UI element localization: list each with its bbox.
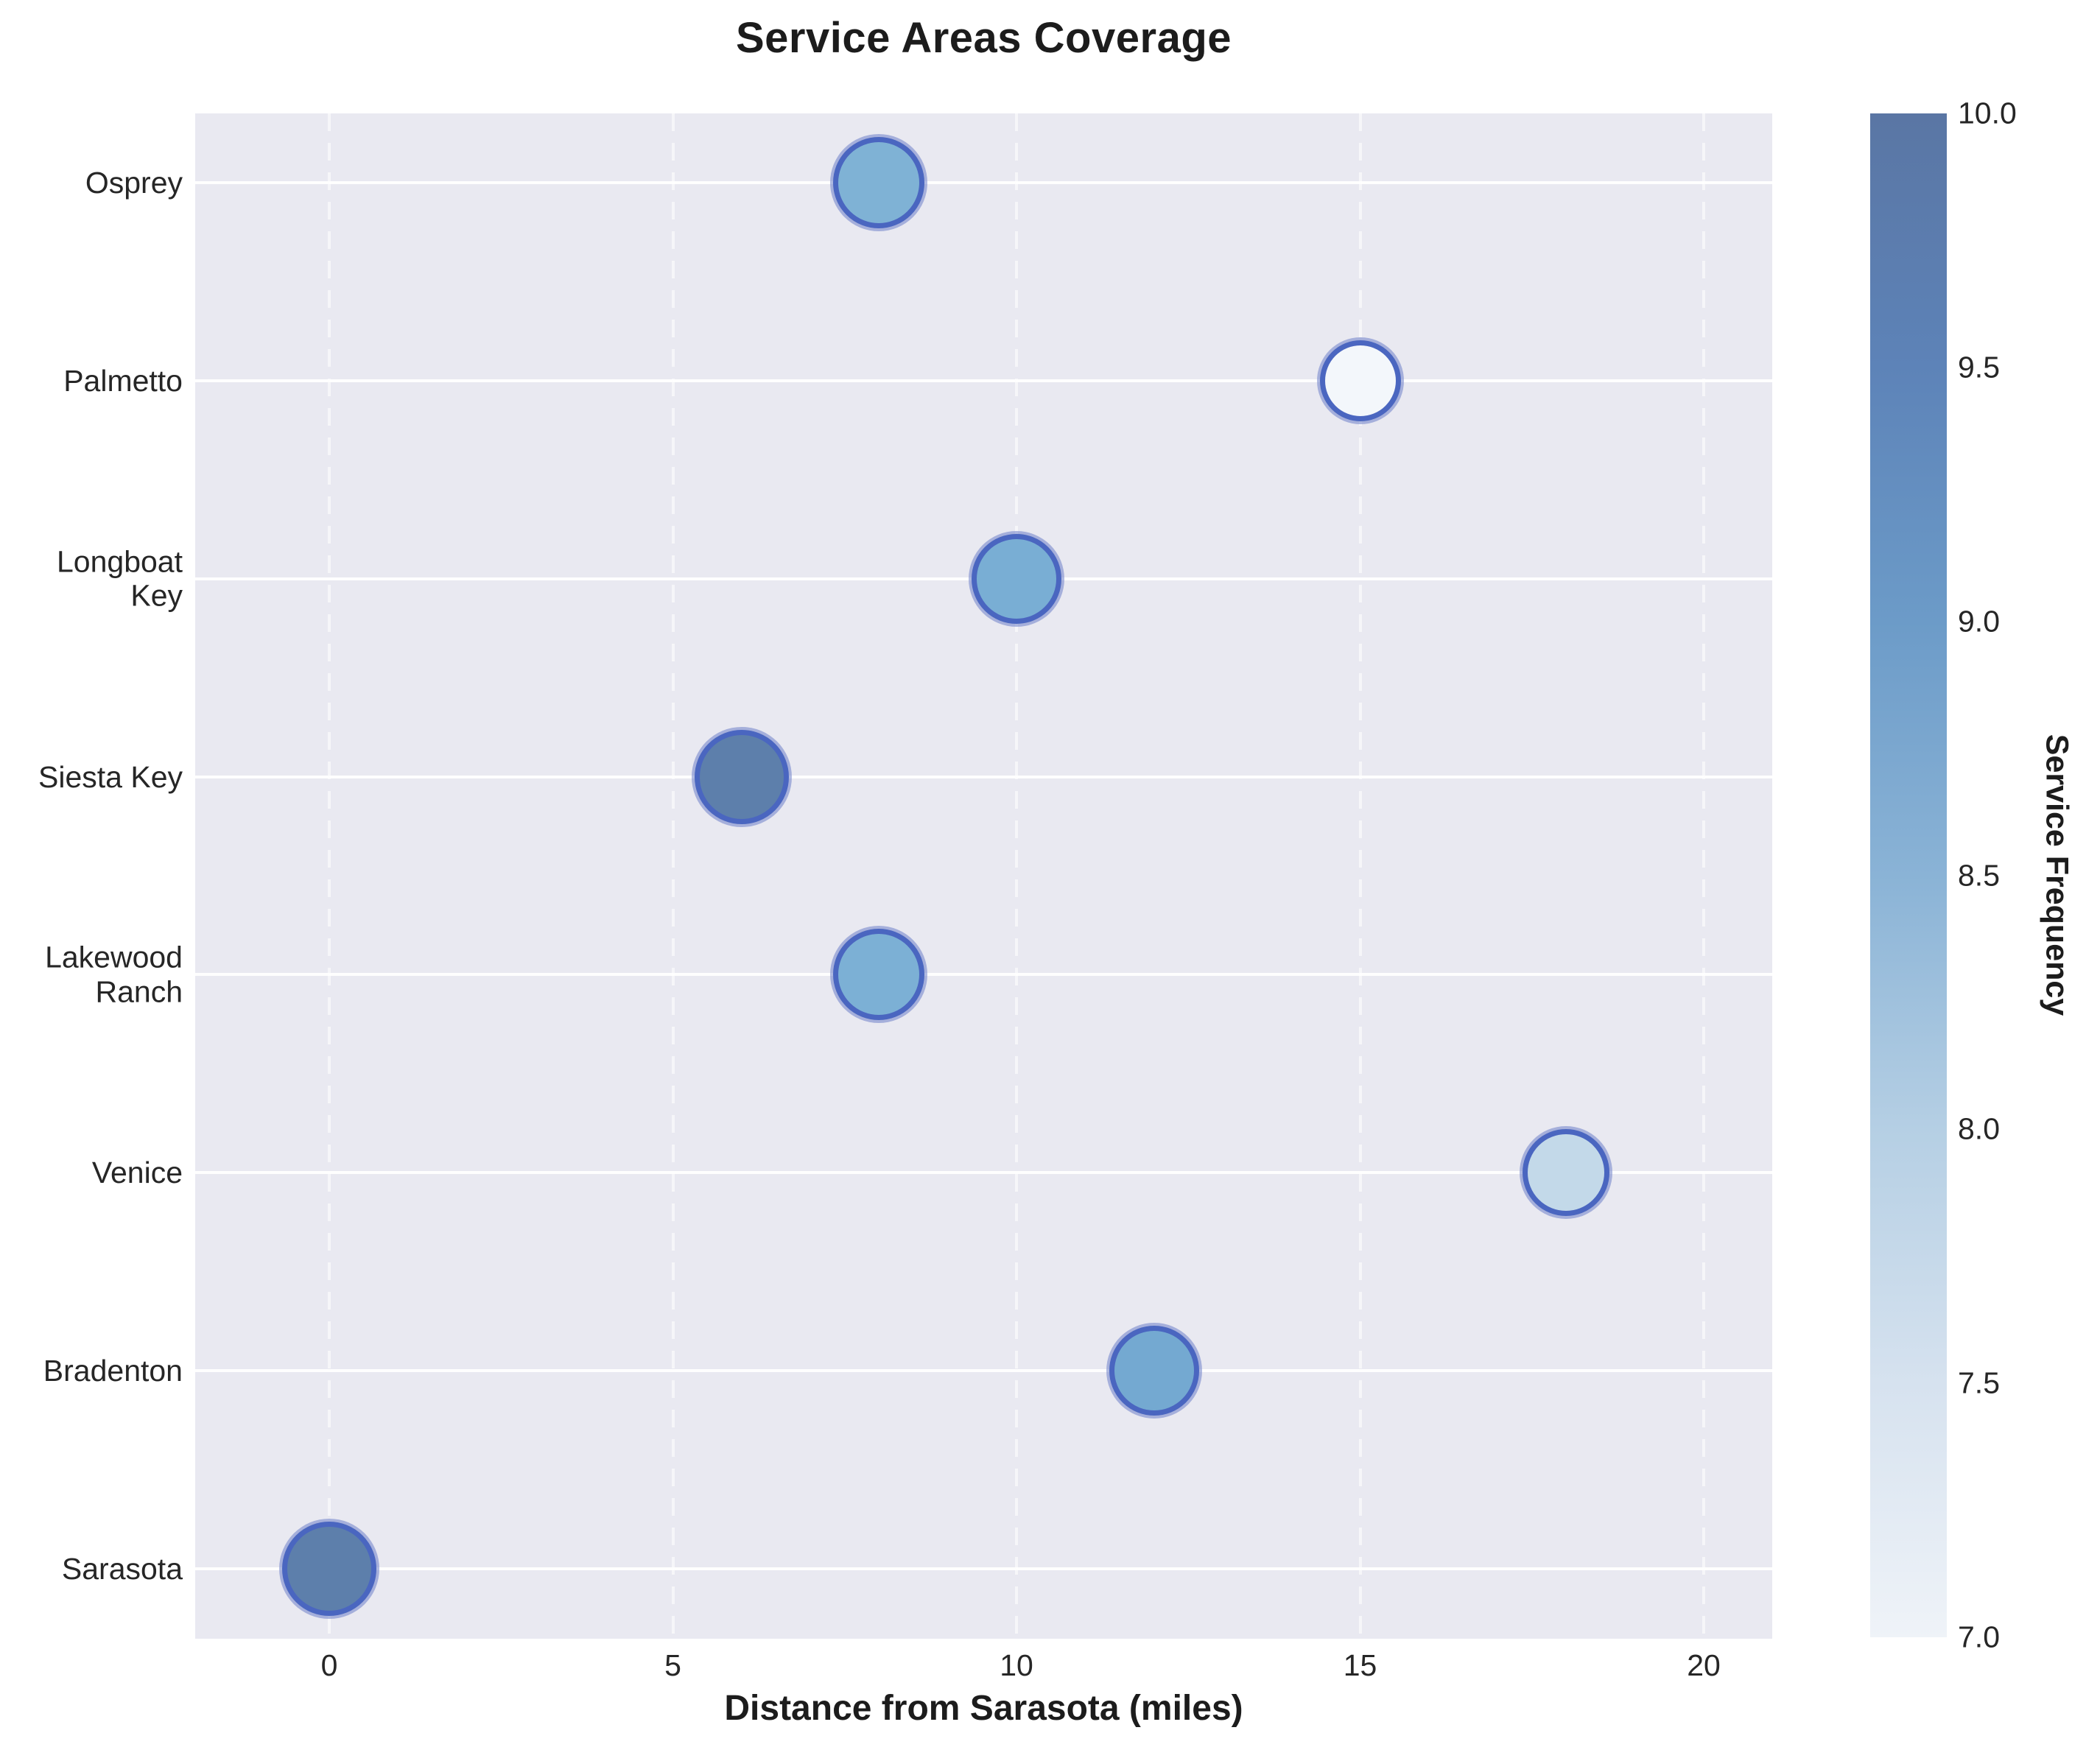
colorbar-tick-label: 8.5 — [1958, 858, 2000, 892]
gridline-vertical — [1358, 113, 1362, 1639]
bubble-longboat-key — [972, 533, 1061, 624]
bubble-sarasota — [282, 1521, 376, 1616]
chart-title: Service Areas Coverage — [735, 14, 1232, 62]
y-tick-label: Siesta Key — [38, 759, 183, 794]
colorbar-tick-label: 7.0 — [1958, 1620, 2000, 1654]
y-tick-label: Osprey — [85, 165, 183, 200]
y-tick-label: Palmetto — [63, 363, 183, 398]
gridline-horizontal — [195, 775, 1772, 778]
gridline-vertical — [1702, 113, 1705, 1639]
x-tick-label: 5 — [664, 1648, 681, 1682]
colorbar-label: Service Frequency — [2039, 734, 2075, 1016]
x-tick-label: 0 — [320, 1648, 338, 1682]
bubble-bradenton — [1109, 1326, 1199, 1416]
x-tick-label: 10 — [1000, 1648, 1033, 1682]
colorbar-tick-label: 7.5 — [1958, 1365, 2000, 1400]
bubble-venice — [1523, 1129, 1610, 1217]
y-tick-label: Lakewood Ranch — [45, 941, 183, 1009]
gridline-horizontal — [195, 1171, 1772, 1175]
gridline-vertical — [1015, 113, 1018, 1639]
x-axis-title: Distance from Sarasota (miles) — [724, 1689, 1243, 1728]
bubble-osprey — [833, 137, 925, 228]
bubble-palmetto — [1319, 340, 1401, 421]
bubble-lakewood-ranch — [833, 929, 925, 1021]
x-tick-label: 15 — [1343, 1648, 1377, 1682]
gridline-vertical — [328, 113, 331, 1639]
gridline-horizontal — [195, 1369, 1772, 1373]
colorbar-tick-label: 10.0 — [1958, 96, 2017, 130]
colorbar-tick-label: 8.0 — [1958, 1111, 2000, 1146]
colorbar-tick-label: 9.0 — [1958, 604, 2000, 639]
gridline-horizontal — [195, 973, 1772, 977]
colorbar-gradient — [1870, 113, 1947, 1637]
gridline-vertical — [671, 113, 675, 1639]
gridline-horizontal — [195, 379, 1772, 382]
x-tick-label: 20 — [1687, 1648, 1721, 1682]
plot-area — [195, 113, 1772, 1639]
y-tick-label: Bradenton — [43, 1353, 183, 1388]
y-tick-label: Longboat Key — [56, 544, 183, 613]
y-tick-label: Sarasota — [61, 1551, 183, 1586]
bubble-siesta-key — [694, 729, 789, 824]
gridline-horizontal — [195, 181, 1772, 184]
gridline-horizontal — [195, 1567, 1772, 1570]
y-tick-label: Venice — [91, 1156, 183, 1190]
colorbar-tick-label: 9.5 — [1958, 350, 2000, 384]
